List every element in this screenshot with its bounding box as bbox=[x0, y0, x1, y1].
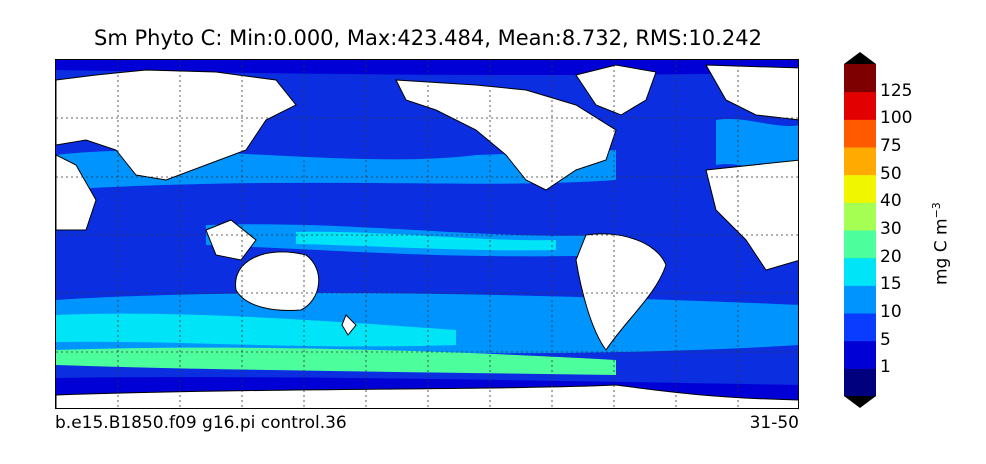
land-north-america bbox=[395, 79, 617, 191]
colorbar-tick-label: 5 bbox=[880, 329, 891, 350]
land-eurasia-east bbox=[56, 69, 297, 181]
land-maritime-asia bbox=[205, 219, 257, 261]
ocean-band-equatorial-high bbox=[296, 231, 556, 251]
ocean-band-southern-peak bbox=[56, 347, 616, 375]
colorbar-unit-label: mg C m−3 bbox=[930, 202, 952, 285]
colorbar-tick-label: 75 bbox=[880, 136, 902, 156]
land-india-asia-west bbox=[56, 154, 97, 231]
year-range-label: 31-50 bbox=[749, 413, 799, 433]
colorbar-segment bbox=[844, 257, 876, 286]
colorbar-tick-label: 15 bbox=[880, 274, 902, 295]
land-europe bbox=[705, 64, 798, 121]
colorbar-over-arrow bbox=[844, 52, 876, 64]
colorbar-segment bbox=[844, 202, 876, 231]
colorbar-segment bbox=[844, 147, 876, 176]
colorbar-tick-label: 100 bbox=[880, 108, 913, 129]
colorbar-segment bbox=[844, 119, 876, 148]
land-greenland bbox=[575, 64, 657, 116]
colorbar-unit-text: mg C m bbox=[931, 218, 952, 285]
land-new-zealand bbox=[341, 314, 357, 336]
land-africa bbox=[705, 159, 798, 271]
colorbar bbox=[844, 52, 876, 408]
colorbar-segment bbox=[844, 285, 876, 314]
land-south-america bbox=[575, 233, 667, 351]
map-svg bbox=[56, 60, 798, 408]
land-antarctica bbox=[56, 384, 798, 408]
colorbar-tick-label: 50 bbox=[880, 163, 902, 184]
plot-title: Sm Phyto C: Min:0.000, Max:423.484, Mean… bbox=[94, 26, 762, 50]
colorbar-tick-label: 125 bbox=[880, 80, 913, 101]
colorbar-segments bbox=[844, 64, 876, 397]
colorbar-segment bbox=[844, 174, 876, 203]
colorbar-tick-label: 1 bbox=[880, 357, 891, 378]
ocean-band-north-atlantic bbox=[716, 119, 798, 173]
land-masses bbox=[56, 64, 798, 408]
colorbar-segment bbox=[844, 91, 876, 120]
colorbar-segment bbox=[844, 230, 876, 259]
colorbar-tick-label: 30 bbox=[880, 219, 902, 239]
run-label: b.e15.B1850.f09 g16.pi control.36 bbox=[55, 413, 347, 433]
colorbar-segment bbox=[844, 64, 876, 93]
colorbar-segment bbox=[844, 340, 876, 369]
global-map bbox=[55, 59, 799, 409]
colorbar-tick-label: 40 bbox=[880, 191, 902, 212]
colorbar-under-arrow bbox=[844, 396, 876, 408]
colorbar-segment bbox=[844, 368, 876, 397]
gridlines bbox=[56, 60, 798, 408]
colorbar-unit-exponent: −3 bbox=[930, 202, 943, 219]
land-australia bbox=[235, 251, 320, 311]
colorbar-tick-label: 20 bbox=[880, 246, 902, 267]
ocean-band-southern-high bbox=[56, 313, 456, 347]
colorbar-tick-label: 10 bbox=[880, 302, 902, 322]
colorbar-segment bbox=[844, 313, 876, 342]
